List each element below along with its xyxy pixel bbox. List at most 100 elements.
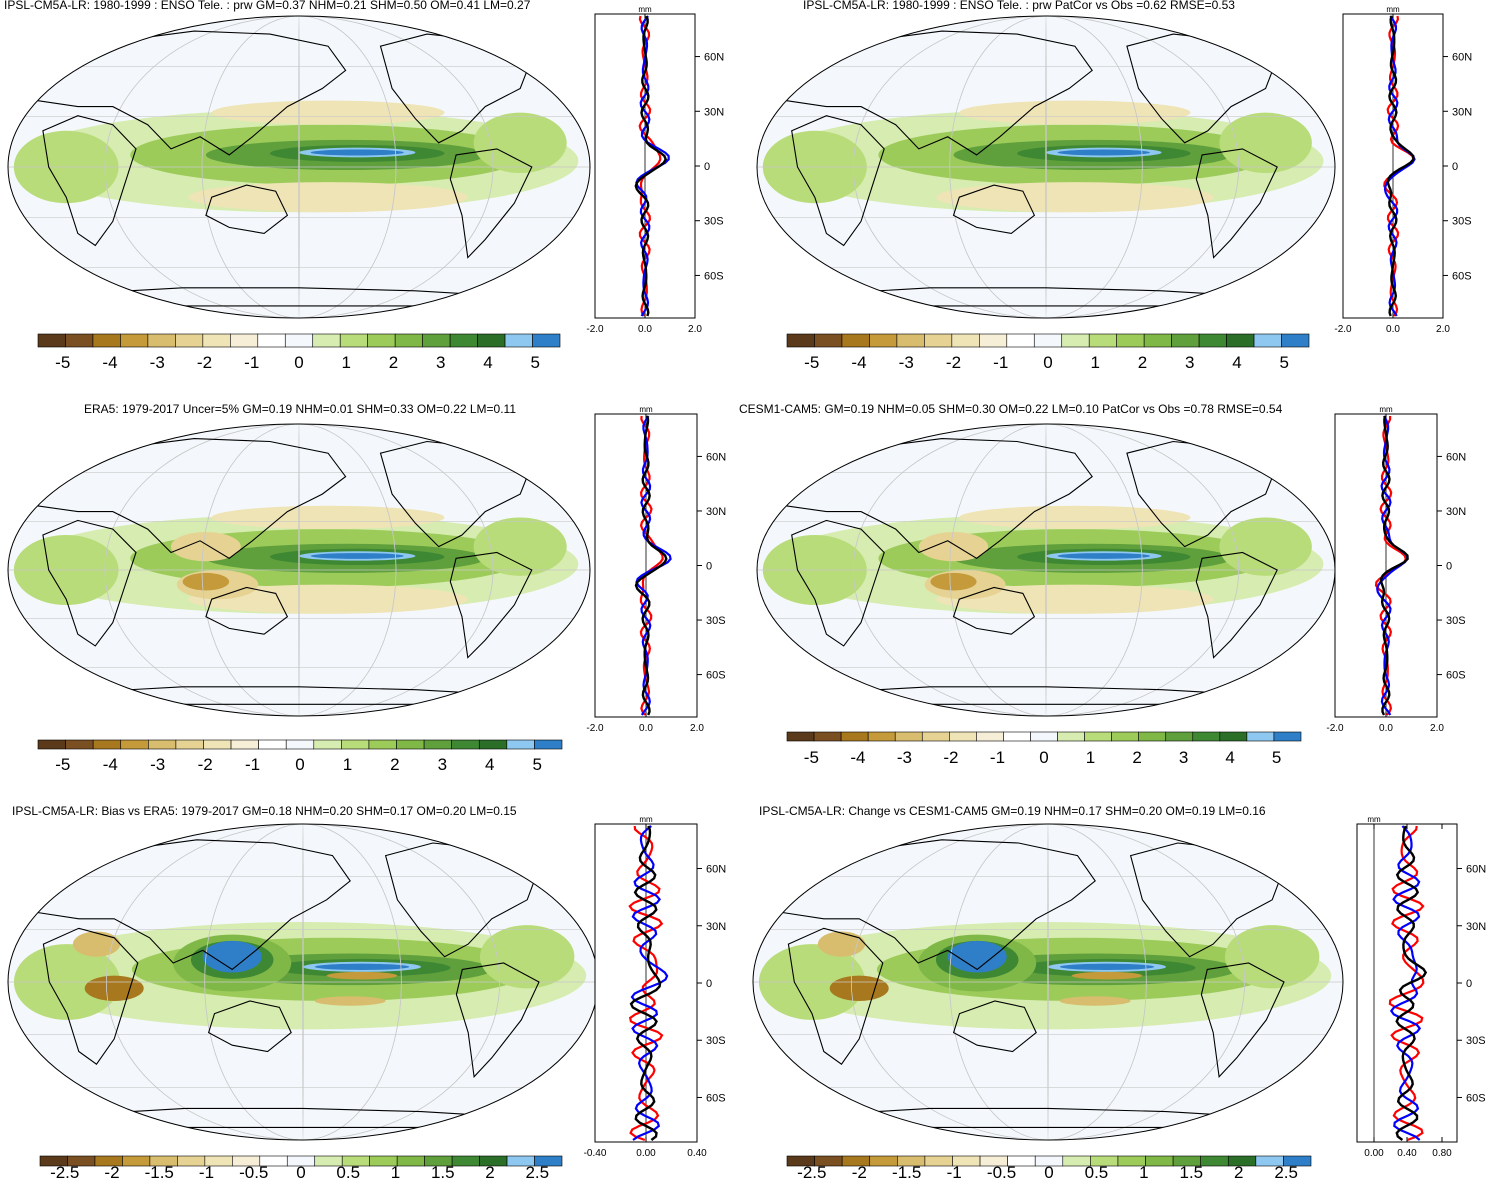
x-tick-label: 0.0 [1379, 723, 1393, 734]
x-tick-label: 2.0 [688, 324, 702, 335]
field-contour [182, 572, 230, 591]
longitude-line [852, 424, 1240, 716]
longitude-line [1045, 16, 1047, 318]
colorbar-label: 4 [1232, 353, 1241, 372]
colorbar-label: 3 [1179, 748, 1188, 767]
longitude-line [104, 16, 494, 318]
coastline [449, 551, 533, 659]
colorbar-swatch [37, 739, 66, 750]
colorbar-label: 0.5 [1085, 1163, 1109, 1182]
colorbar: -5 -4 -3 -2 -1 0 1 2 3 4 5 [37, 739, 563, 774]
colorbar-label: -2 [197, 353, 212, 372]
colorbar-label: -2 [852, 1163, 867, 1182]
colorbar-swatch [1003, 731, 1031, 742]
coastline [36, 438, 347, 559]
colorbar-swatch [175, 739, 204, 750]
colorbar-swatch [230, 739, 259, 750]
colorbar-label: 4 [483, 353, 492, 372]
colorbar-label: 2 [389, 353, 398, 372]
x-tick-label: 0.80 [1432, 1148, 1452, 1159]
colorbar-swatch [147, 333, 176, 348]
colorbar-label: -4 [850, 748, 865, 767]
colorbar-label: -5 [804, 748, 819, 767]
colorbar-swatch [1145, 1155, 1174, 1167]
lat-tick-label: 30N [706, 921, 726, 933]
colorbar-swatch [367, 333, 396, 348]
colorbar-label: 5 [532, 755, 541, 774]
colorbar-label: 5 [1280, 353, 1289, 372]
colorbar-swatch [921, 731, 950, 742]
colorbar-label: 1 [1091, 353, 1100, 372]
graticule [757, 16, 1335, 318]
panel-graphics: 60N 30N 0 30S 60S -2.0 0.0 2.0 mm -5 -4 -3 -2 -1 0 1 2 3 4… [7, 5, 724, 372]
x-tick-label: 0.0 [638, 324, 652, 335]
coastline [952, 586, 1036, 635]
colorbar-label: 0 [296, 1163, 305, 1182]
colorbar-label: 3 [438, 755, 447, 774]
model-zonal-line [1388, 825, 1425, 1142]
colorbar-label: -2.5 [50, 1163, 79, 1182]
lat-tick-label: 30N [1446, 506, 1466, 518]
colorbar-swatch [285, 739, 315, 750]
colorbar-swatch [175, 333, 204, 348]
x-tick-label: 0.0 [639, 723, 653, 734]
field-contour [1219, 112, 1312, 174]
colorbar-label: 4 [485, 755, 494, 774]
colorbar-swatch [840, 731, 869, 742]
colorbar-swatch [814, 333, 843, 348]
colorbar-swatch [534, 1155, 563, 1167]
colorbar: -5 -4 -3 -2 -1 0 1 2 3 4 5 [37, 333, 561, 372]
field-contour [188, 182, 468, 213]
longitude-line [104, 424, 494, 716]
field-contour [84, 975, 144, 1001]
colorbar-swatch [1116, 333, 1145, 348]
field-contour [1071, 971, 1143, 980]
colorbar-label: -4 [851, 353, 866, 372]
x-tick-label: 0.00 [1364, 1148, 1384, 1159]
colorbar-swatch [894, 731, 923, 742]
colorbar-label: 2 [485, 1163, 494, 1182]
map-panel: IPSL-CM5A-LR: Bias vs ERA5: 1979-2017 GM… [0, 800, 745, 1182]
anomaly-field [758, 921, 1332, 1030]
field-contour [829, 975, 889, 1001]
x-tick-label: -0.40 [584, 1148, 607, 1159]
field-contour [930, 572, 977, 591]
longitude-line [105, 824, 501, 1140]
colorbar-label: 3 [1185, 353, 1194, 372]
field-contour [918, 532, 989, 562]
map-panel: IPSL-CM5A-LR: 1980-1999 : ENSO Tele. : p… [745, 0, 1487, 390]
x-tick-label: -2.0 [1334, 324, 1352, 335]
colorbar-swatch [1171, 333, 1200, 348]
world-map [756, 15, 1336, 319]
lat-tick-label: 60N [704, 52, 724, 64]
coastline [42, 927, 139, 1065]
map-panel: ERA5: 1979-2017 Uncer=5% GM=0.19 NHM=0.0… [0, 400, 745, 790]
colorbar-label: -5 [55, 353, 70, 372]
coastline [207, 1000, 292, 1053]
zonal-mean-plot: 60N 30N 0 30S 60S -2.0 0.0 2.0 mm [1334, 5, 1472, 335]
colorbar-label: 0 [294, 353, 303, 372]
field-contour [947, 940, 1007, 973]
x-tick-label: 0.0 [1386, 324, 1400, 335]
lat-tick-label: 30S [704, 216, 724, 228]
colorbar-swatch [258, 739, 287, 750]
colorbar-swatch [786, 333, 815, 348]
colorbar-label: -3 [899, 353, 914, 372]
colorbar-swatch [534, 739, 563, 750]
mean-zonal-line [629, 825, 662, 1141]
coastline [205, 184, 289, 234]
zonal-mean-plot: 60N 30N 0 30S 60S -0.40 0.00 0.40 mm [584, 815, 727, 1159]
colorbar-swatch [313, 739, 342, 750]
world-map [7, 15, 591, 319]
colorbar-label: -2 [946, 353, 961, 372]
colorbar-label: -2.5 [797, 1163, 826, 1182]
colorbar-swatch [1033, 333, 1063, 348]
anomaly-field [13, 921, 587, 1030]
colorbar-label: -5 [55, 755, 70, 774]
lat-tick-label: 30S [706, 615, 726, 627]
colorbar-swatch [1165, 731, 1194, 742]
x-tick-label: 0.40 [687, 1148, 707, 1159]
colorbar-swatch [65, 333, 94, 348]
coastline [36, 839, 351, 971]
longitude-line [201, 424, 397, 716]
